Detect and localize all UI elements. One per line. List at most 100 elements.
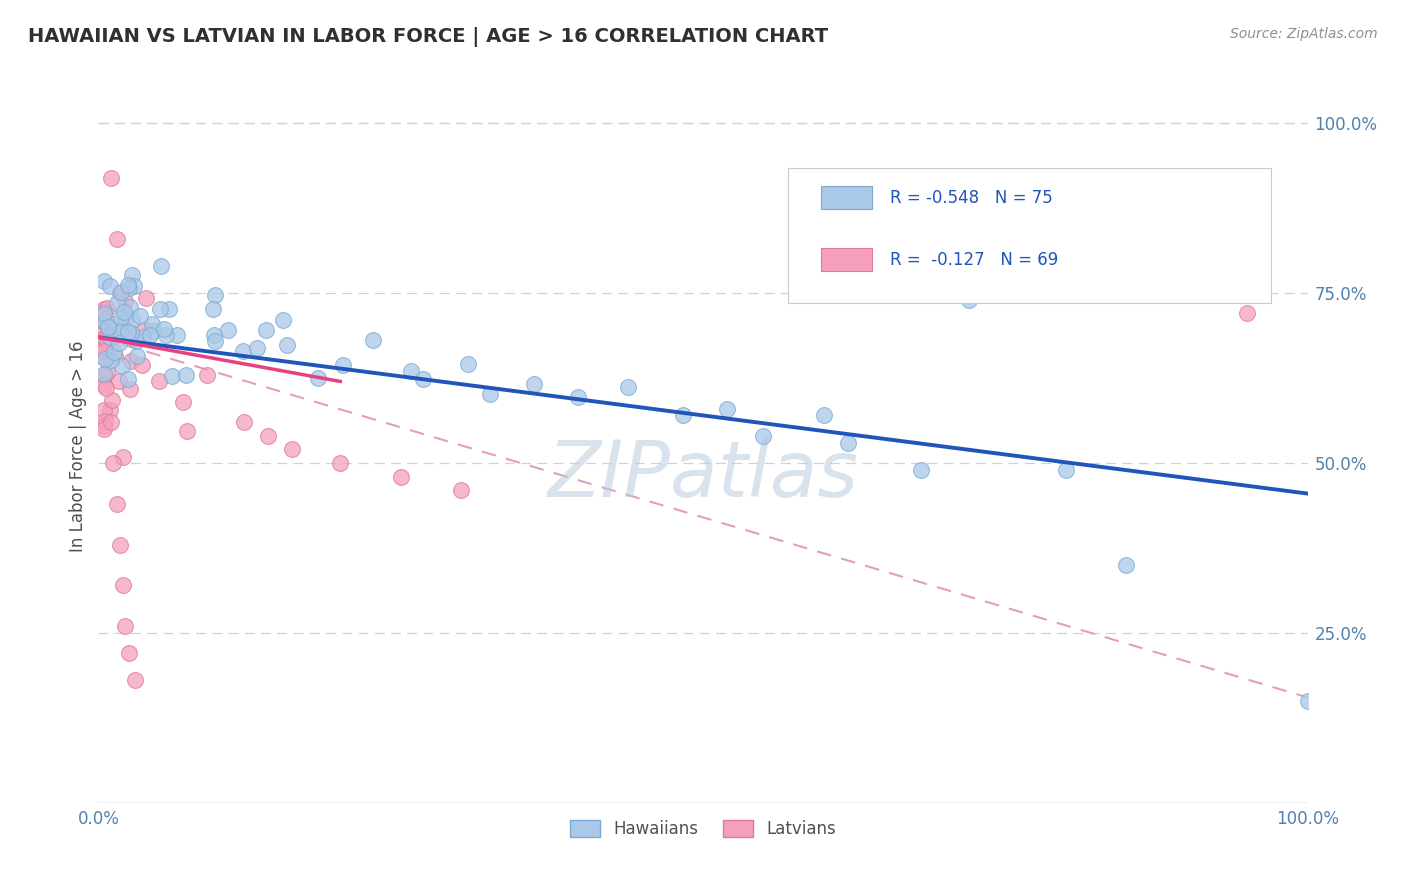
- Point: [108, 336, 131, 351]
- Point: [111, 578, 134, 592]
- Point: [93, 331, 115, 345]
- Point: [132, 330, 155, 344]
- Point: [93, 403, 115, 417]
- Point: [155, 327, 177, 342]
- Point: [195, 368, 218, 382]
- Legend: Hawaiians, Latvians: Hawaiians, Latvians: [564, 813, 842, 845]
- Point: [108, 286, 131, 301]
- Point: [152, 322, 174, 336]
- Point: [232, 344, 254, 359]
- Point: [118, 281, 141, 295]
- Text: Source: ZipAtlas.com: Source: ZipAtlas.com: [1230, 27, 1378, 41]
- Point: [139, 328, 162, 343]
- Point: [98, 279, 121, 293]
- Point: [112, 305, 135, 319]
- Point: [254, 323, 277, 337]
- Point: [100, 170, 122, 185]
- Point: [124, 331, 146, 345]
- Text: HAWAIIAN VS LATVIAN IN LABOR FORCE | AGE > 16 CORRELATION CHART: HAWAIIAN VS LATVIAN IN LABOR FORCE | AGE…: [28, 27, 828, 46]
- Point: [457, 357, 479, 371]
- Point: [120, 382, 142, 396]
- Point: [93, 314, 115, 328]
- Point: [124, 673, 146, 688]
- Point: [93, 350, 115, 364]
- Point: [93, 378, 115, 392]
- Point: [93, 306, 115, 320]
- Point: [399, 364, 422, 378]
- Text: ZIPatlas: ZIPatlas: [547, 436, 859, 513]
- Point: [117, 372, 139, 386]
- Point: [97, 326, 120, 341]
- Point: [100, 392, 122, 407]
- Point: [93, 315, 115, 329]
- Point: [111, 320, 134, 334]
- Point: [1115, 558, 1137, 572]
- Point: [752, 429, 775, 443]
- Point: [107, 374, 129, 388]
- Point: [96, 381, 118, 395]
- Point: [217, 323, 239, 337]
- Point: [204, 334, 226, 348]
- Point: [101, 331, 124, 345]
- Point: [617, 380, 640, 394]
- Point: [125, 334, 148, 349]
- Point: [389, 469, 412, 483]
- Point: [104, 323, 127, 337]
- Point: [115, 310, 138, 324]
- Point: [93, 313, 115, 327]
- Point: [93, 301, 115, 316]
- Point: [93, 419, 115, 434]
- Point: [93, 308, 115, 322]
- Point: [108, 537, 131, 551]
- Text: R =  -0.127   N = 69: R = -0.127 N = 69: [890, 251, 1059, 268]
- Point: [128, 309, 150, 323]
- Point: [172, 394, 194, 409]
- Point: [246, 342, 269, 356]
- Point: [149, 301, 172, 316]
- Point: [94, 352, 117, 367]
- Point: [281, 442, 304, 457]
- Point: [93, 367, 115, 381]
- Point: [478, 386, 501, 401]
- Point: [1236, 306, 1258, 320]
- Point: [307, 370, 329, 384]
- Point: [361, 333, 384, 347]
- Point: [837, 435, 859, 450]
- Point: [135, 291, 157, 305]
- Point: [110, 326, 132, 340]
- Point: [149, 259, 172, 273]
- Point: [117, 278, 139, 293]
- Point: [204, 328, 226, 343]
- Point: [276, 338, 298, 352]
- Point: [125, 330, 148, 344]
- Point: [104, 349, 127, 363]
- Point: [160, 369, 183, 384]
- Point: [93, 341, 115, 355]
- Point: [111, 450, 134, 464]
- Point: [716, 401, 738, 416]
- Point: [166, 328, 188, 343]
- Point: [132, 323, 155, 337]
- Text: R = -0.548   N = 75: R = -0.548 N = 75: [890, 189, 1053, 207]
- Point: [93, 274, 115, 288]
- Bar: [821, 248, 872, 271]
- Point: [271, 312, 294, 326]
- Point: [96, 301, 118, 316]
- Y-axis label: In Labor Force | Age > 16: In Labor Force | Age > 16: [69, 340, 87, 552]
- Point: [523, 377, 546, 392]
- Point: [100, 415, 122, 429]
- Point: [93, 422, 115, 436]
- Point: [117, 326, 139, 340]
- Point: [103, 345, 125, 359]
- Point: [125, 349, 148, 363]
- Point: [148, 375, 170, 389]
- Point: [105, 232, 128, 246]
- Point: [96, 334, 118, 349]
- Point: [157, 302, 180, 317]
- Point: [114, 619, 136, 633]
- Point: [118, 300, 141, 314]
- Point: [93, 369, 115, 384]
- Point: [105, 295, 128, 310]
- Point: [100, 352, 122, 367]
- Point: [910, 463, 932, 477]
